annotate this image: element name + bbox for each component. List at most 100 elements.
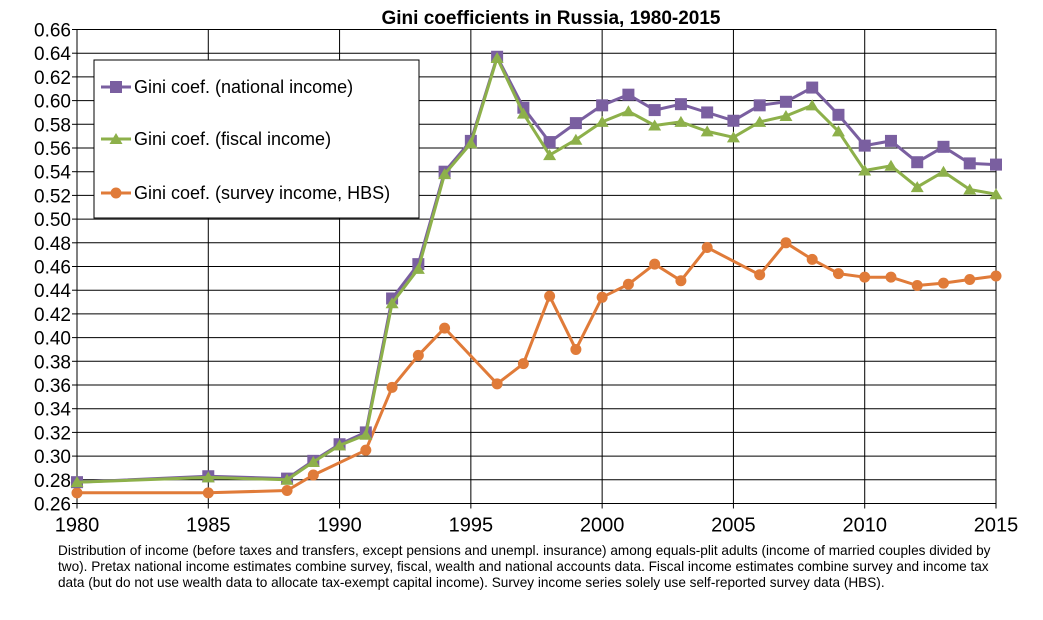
legend-marker-national	[110, 81, 122, 93]
data-point-fiscal	[910, 181, 924, 193]
legend-label: Gini coef. (fiscal income)	[134, 129, 331, 149]
y-tick-label: 0.60	[34, 92, 71, 113]
data-point-survey	[71, 487, 83, 499]
y-tick-label: 0.30	[34, 447, 71, 468]
data-point-survey	[439, 322, 451, 334]
data-point-fiscal	[621, 105, 635, 117]
y-tick-label: 0.64	[34, 44, 71, 65]
data-point-survey	[780, 237, 792, 249]
data-point-fiscal	[201, 471, 215, 483]
data-point-fiscal	[411, 262, 425, 274]
data-point-survey	[964, 274, 976, 286]
data-point-survey	[281, 484, 293, 496]
data-point-survey	[622, 278, 634, 290]
data-point-fiscal	[648, 119, 662, 131]
legend-marker-fiscal	[109, 133, 123, 144]
data-point-survey	[754, 269, 766, 281]
data-point-survey	[937, 277, 949, 289]
y-tick-label: 0.46	[34, 258, 71, 279]
y-tick-label: 0.56	[34, 139, 71, 160]
x-axis: 1980 1985 1990 1995 2000 2005 2010 2015	[55, 503, 1019, 537]
data-point-national	[990, 158, 1002, 171]
data-point-fiscal	[963, 183, 977, 195]
y-tick-label: 0.48	[34, 234, 71, 255]
data-point-fiscal	[779, 110, 793, 122]
data-point-national	[648, 104, 661, 117]
data-point-survey	[885, 271, 897, 283]
y-tick-label: 0.28	[34, 471, 71, 492]
data-point-national	[832, 108, 845, 121]
gridlines	[76, 29, 997, 504]
data-point-national	[911, 156, 924, 169]
x-tick-label: 1990	[317, 515, 362, 537]
data-point-survey	[832, 268, 844, 280]
data-point-fiscal	[884, 159, 898, 171]
data-point-fiscal	[674, 115, 688, 127]
data-point-fiscal	[936, 165, 950, 177]
data-point-fiscal	[989, 188, 1003, 200]
y-tick-label: 0.34	[34, 400, 71, 421]
data-point-fiscal	[70, 476, 84, 488]
data-point-national	[622, 88, 635, 101]
legend-item-survey: Gini coef. (survey income, HBS)	[101, 183, 390, 203]
y-tick-label: 0.36	[34, 376, 71, 397]
x-tick-label: 2005	[711, 515, 756, 537]
y-tick-label: 0.42	[34, 305, 71, 326]
data-point-national	[858, 139, 871, 152]
data-point-survey	[570, 343, 582, 355]
data-point-national	[753, 99, 766, 112]
y-tick-label: 0.62	[34, 68, 71, 89]
data-point-survey	[544, 290, 556, 302]
data-point-fiscal	[700, 125, 714, 137]
x-tick-label: 2000	[580, 515, 625, 537]
x-tick-label: 2010	[842, 515, 887, 537]
data-point-national	[779, 95, 792, 108]
x-tick-label: 1985	[186, 515, 231, 537]
x-tick-label: 1980	[55, 515, 100, 537]
y-tick-label: 0.66	[34, 21, 71, 42]
gini-line-chart: Gini coefficients in Russia, 1980-2015 0…	[34, 8, 1019, 537]
data-point-survey	[360, 444, 372, 456]
series-fiscal	[70, 51, 1003, 488]
x-tick-label: 1995	[449, 515, 494, 537]
data-point-survey	[675, 275, 687, 287]
data-point-survey	[806, 253, 818, 265]
data-point-fiscal	[831, 125, 845, 137]
data-point-national	[727, 114, 740, 127]
y-tick-label: 0.32	[34, 423, 71, 444]
y-tick-label: 0.40	[34, 329, 71, 350]
data-point-survey	[517, 358, 529, 370]
data-point-fiscal	[280, 473, 294, 485]
data-point-fiscal	[726, 131, 740, 143]
data-point-survey	[911, 279, 923, 291]
data-point-fiscal	[438, 168, 452, 180]
data-point-survey	[596, 291, 608, 303]
data-point-fiscal	[753, 115, 767, 127]
data-point-national	[701, 106, 714, 119]
data-point-survey	[491, 378, 503, 390]
data-point-fiscal	[805, 99, 819, 111]
series-line-survey	[77, 241, 997, 495]
data-point-survey	[412, 349, 424, 361]
data-point-national	[569, 117, 582, 130]
data-point-national	[937, 140, 950, 153]
y-axis: 0.26 0.28 0.30 0.320.34 0.36 0.380.40 0.42 0.44…	[34, 21, 77, 516]
data-point-national	[884, 134, 897, 147]
legend-item-national: Gini coef. (national income)	[101, 77, 353, 97]
data-point-fiscal	[333, 439, 347, 451]
legend-label: Gini coef. (national income)	[134, 77, 353, 97]
chart-title: Gini coefficients in Russia, 1980-2015	[382, 8, 721, 29]
legend: Gini coef. (national income) Gini coef. (…	[93, 59, 420, 219]
data-point-national	[596, 99, 609, 112]
y-tick-label: 0.44	[34, 281, 71, 302]
y-tick-label: 0.52	[34, 186, 71, 207]
chart-caption: Distribution of income (before taxes and…	[58, 543, 991, 590]
x-tick-label: 2015	[974, 515, 1019, 537]
data-point-national	[674, 98, 687, 111]
y-tick-label: 0.38	[34, 352, 71, 373]
legend-label: Gini coef. (survey income, HBS)	[134, 183, 390, 203]
data-point-national	[963, 157, 976, 170]
data-point-fiscal	[490, 51, 504, 63]
data-point-fiscal	[516, 107, 530, 119]
data-point-fiscal	[385, 297, 399, 309]
